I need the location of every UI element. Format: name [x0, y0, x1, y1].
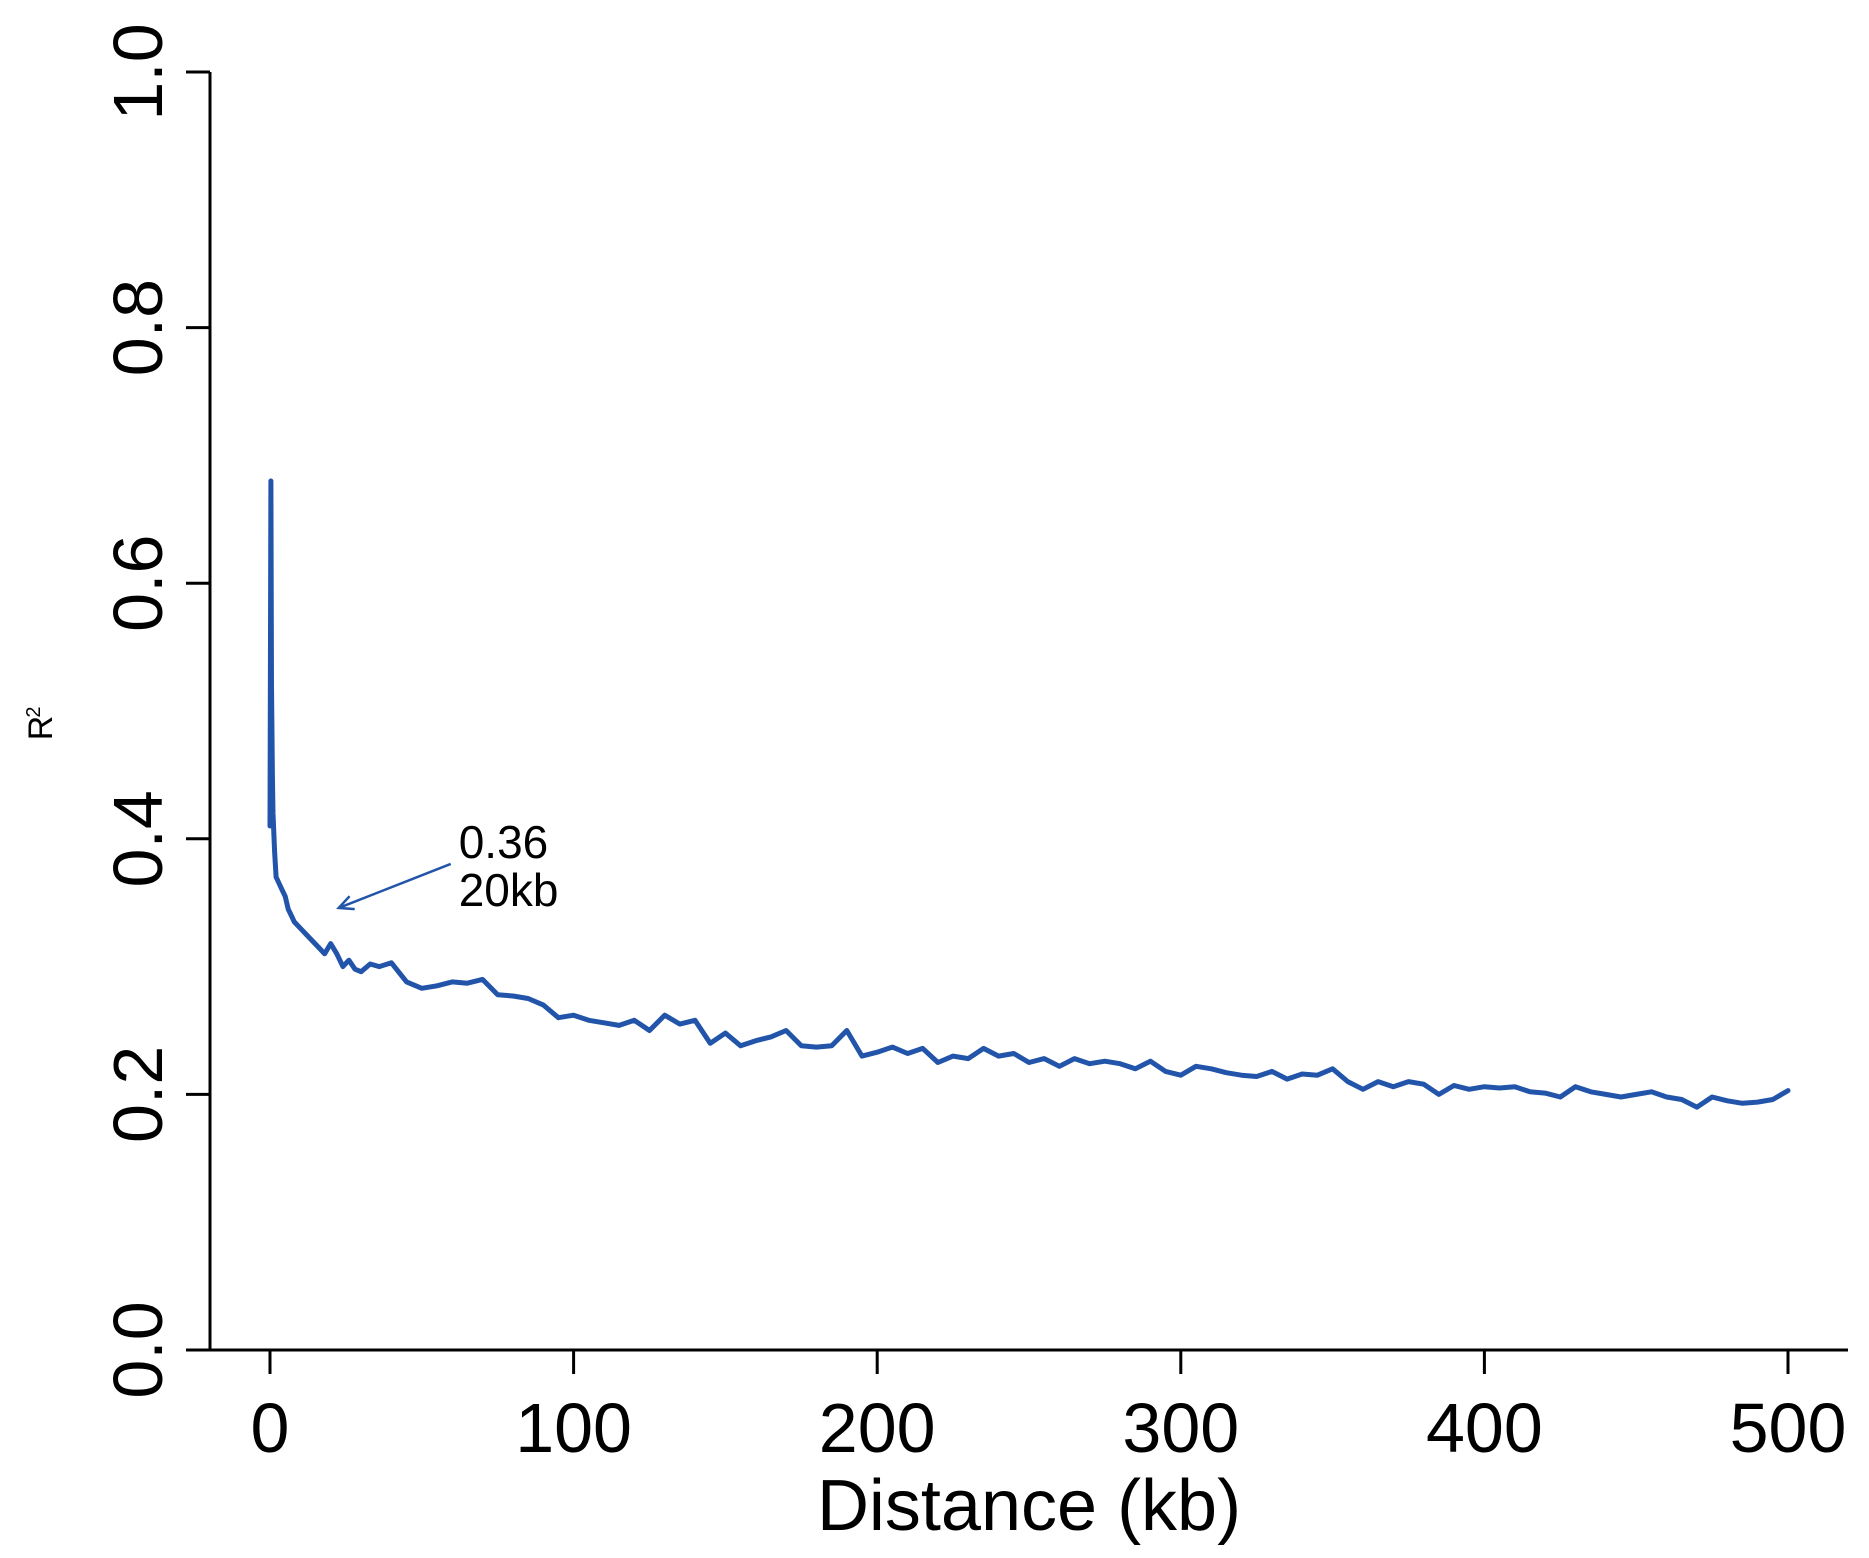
x-axis-ticks: 0 100 200 300 400 500 — [251, 1350, 1847, 1467]
y-axis-ticks: 0.0 0.2 0.4 0.6 0.8 1.0 — [99, 23, 210, 1399]
annotation-value: 0.36 — [459, 816, 549, 868]
axes — [208, 72, 1848, 1352]
x-tick-label: 500 — [1730, 1389, 1847, 1467]
y-tick-label: 1.0 — [99, 23, 177, 120]
x-tick-label: 300 — [1122, 1389, 1239, 1467]
annotation: 0.36 20kb — [336, 816, 559, 916]
y-tick-label: 0.0 — [99, 1301, 177, 1398]
x-tick-label: 0 — [251, 1389, 290, 1467]
annotation-arrowhead — [336, 895, 355, 911]
x-tick-label: 400 — [1426, 1389, 1543, 1467]
y-tick-label: 0.4 — [99, 790, 177, 887]
y-tick-label: 0.2 — [99, 1046, 177, 1143]
x-tick-label: 200 — [819, 1389, 936, 1467]
y-axis-title-superscript: 2 — [23, 706, 45, 717]
y-tick-label: 0.6 — [99, 535, 177, 632]
annotation-distance: 20kb — [459, 864, 559, 916]
x-axis-title: Distance (kb) — [817, 1466, 1241, 1546]
x-tick-label: 100 — [515, 1389, 632, 1467]
y-axis-title: R 2 — [22, 706, 60, 740]
annotation-arrow — [338, 862, 452, 910]
y-tick-label: 0.8 — [99, 279, 177, 376]
r2-decay-line — [267, 478, 1791, 1110]
y-axis-title-main: R — [22, 716, 60, 741]
